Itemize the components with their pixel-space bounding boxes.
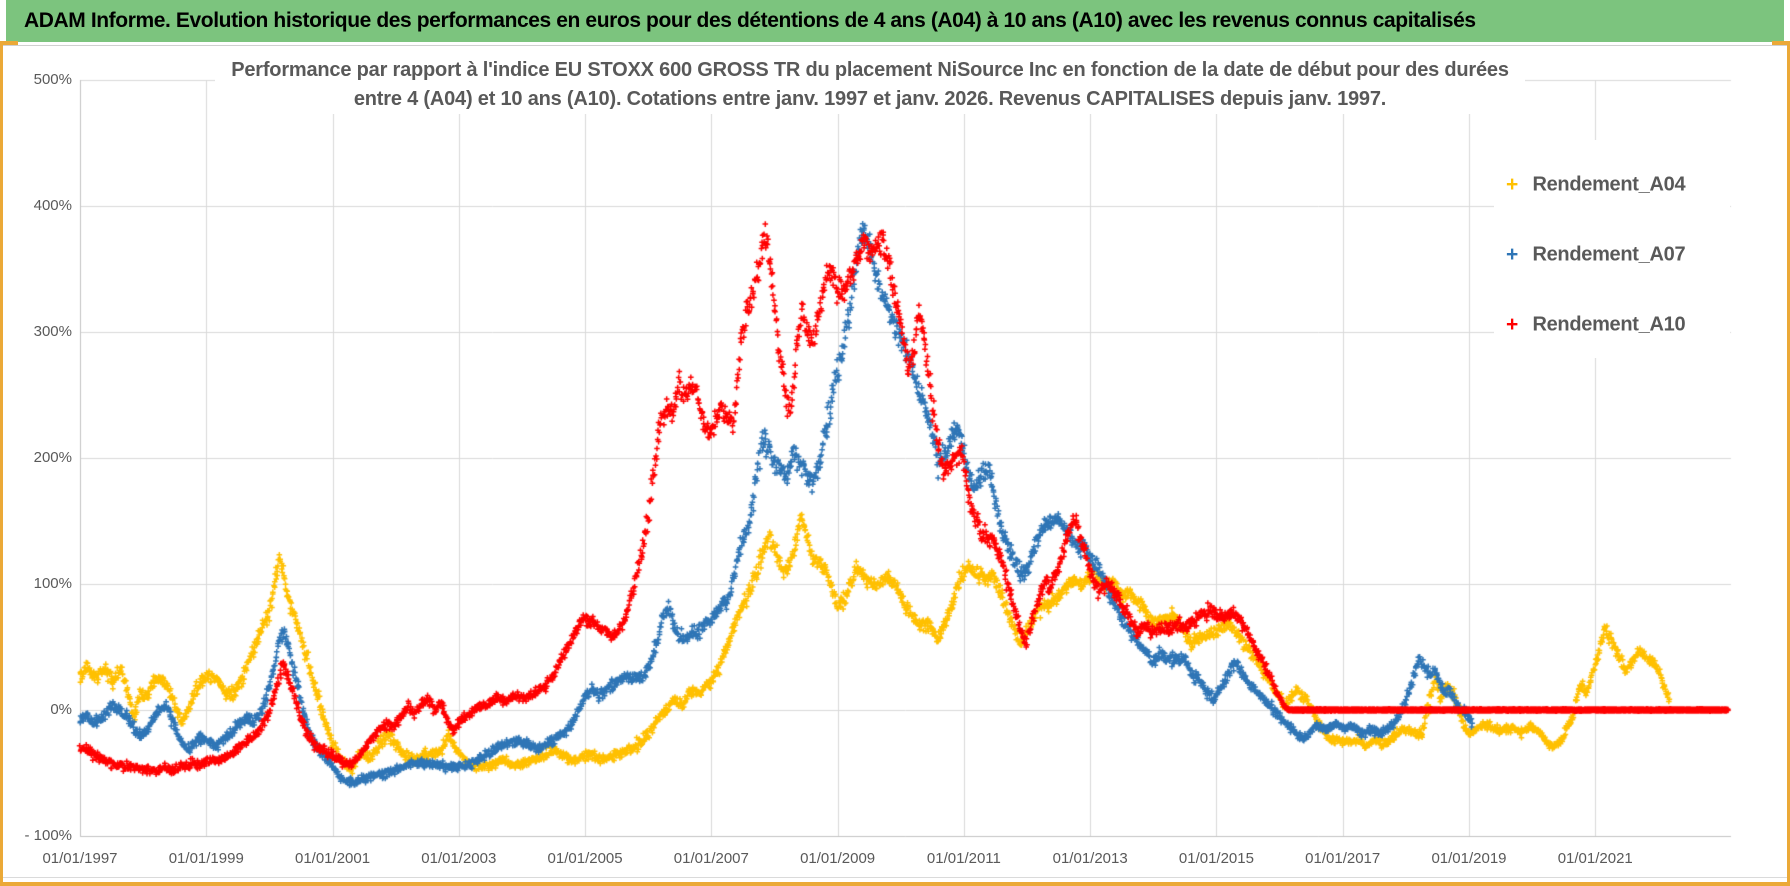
gold-accent-left	[0, 41, 18, 46]
legend-label: Rendement_A04	[1532, 173, 1686, 196]
legend-item-rendement-a07[interactable]: + Rendement_A07	[1506, 243, 1686, 269]
legend-item-rendement-a10[interactable]: + Rendement_A10	[1506, 313, 1686, 339]
y-tick-label: 400%	[33, 197, 72, 214]
banner-underline	[0, 45, 1790, 46]
x-tick-label: 01/01/2009	[800, 850, 876, 867]
legend-label: Rendement_A07	[1532, 243, 1686, 266]
plus-marker-icon: +	[1506, 243, 1519, 266]
banner: ADAM Informe. Evolution historique des p…	[6, 0, 1784, 42]
bottom-hairline	[0, 877, 1790, 878]
legend-label: Rendement_A10	[1532, 313, 1686, 336]
plus-marker-icon: +	[1506, 173, 1519, 196]
plus-marker-icon: +	[1506, 313, 1519, 336]
y-tick-label: 0%	[50, 701, 72, 718]
x-tick-label: 01/01/2015	[1178, 850, 1254, 867]
x-tick-label: 01/01/2021	[1557, 850, 1633, 867]
gold-border-right	[1787, 42, 1790, 886]
chart-title-line2: entre 4 (A04) et 10 ans (A10). Cotations…	[353, 88, 1387, 110]
y-tick-label: 100%	[33, 575, 72, 592]
chart-title: Performance par rapport à l'indice EU ST…	[215, 56, 1525, 114]
gold-border-bottom	[0, 882, 1790, 886]
gold-border-left	[0, 42, 3, 886]
x-tick-label: 01/01/1999	[168, 850, 244, 867]
x-tick-label: 01/01/2017	[1305, 850, 1381, 867]
y-tick-label: - 100%	[24, 827, 72, 844]
chart-title-line1: Performance par rapport à l'indice EU ST…	[231, 59, 1509, 81]
legend: + Rendement_A04 + Rendement_A07 + Rendem…	[1494, 140, 1730, 358]
x-tick-label: 01/01/2019	[1431, 850, 1507, 867]
x-tick-label: 01/01/1997	[42, 850, 118, 867]
x-tick-label: 01/01/2001	[294, 850, 371, 867]
legend-item-rendement-a04[interactable]: + Rendement_A04	[1506, 173, 1686, 199]
gold-accent-right	[1772, 41, 1790, 46]
x-tick-label: 01/01/2011	[926, 850, 1001, 867]
x-tick-label: 01/01/2007	[673, 850, 749, 867]
x-tick-label: 01/01/2013	[1052, 850, 1128, 867]
y-tick-label: 200%	[33, 449, 72, 466]
y-tick-label: 500%	[33, 71, 72, 88]
y-tick-label: 300%	[33, 323, 72, 340]
x-tick-label: 01/01/2005	[547, 850, 623, 867]
x-tick-label: 01/01/2003	[421, 850, 497, 867]
banner-title: ADAM Informe. Evolution historique des p…	[24, 9, 1476, 32]
